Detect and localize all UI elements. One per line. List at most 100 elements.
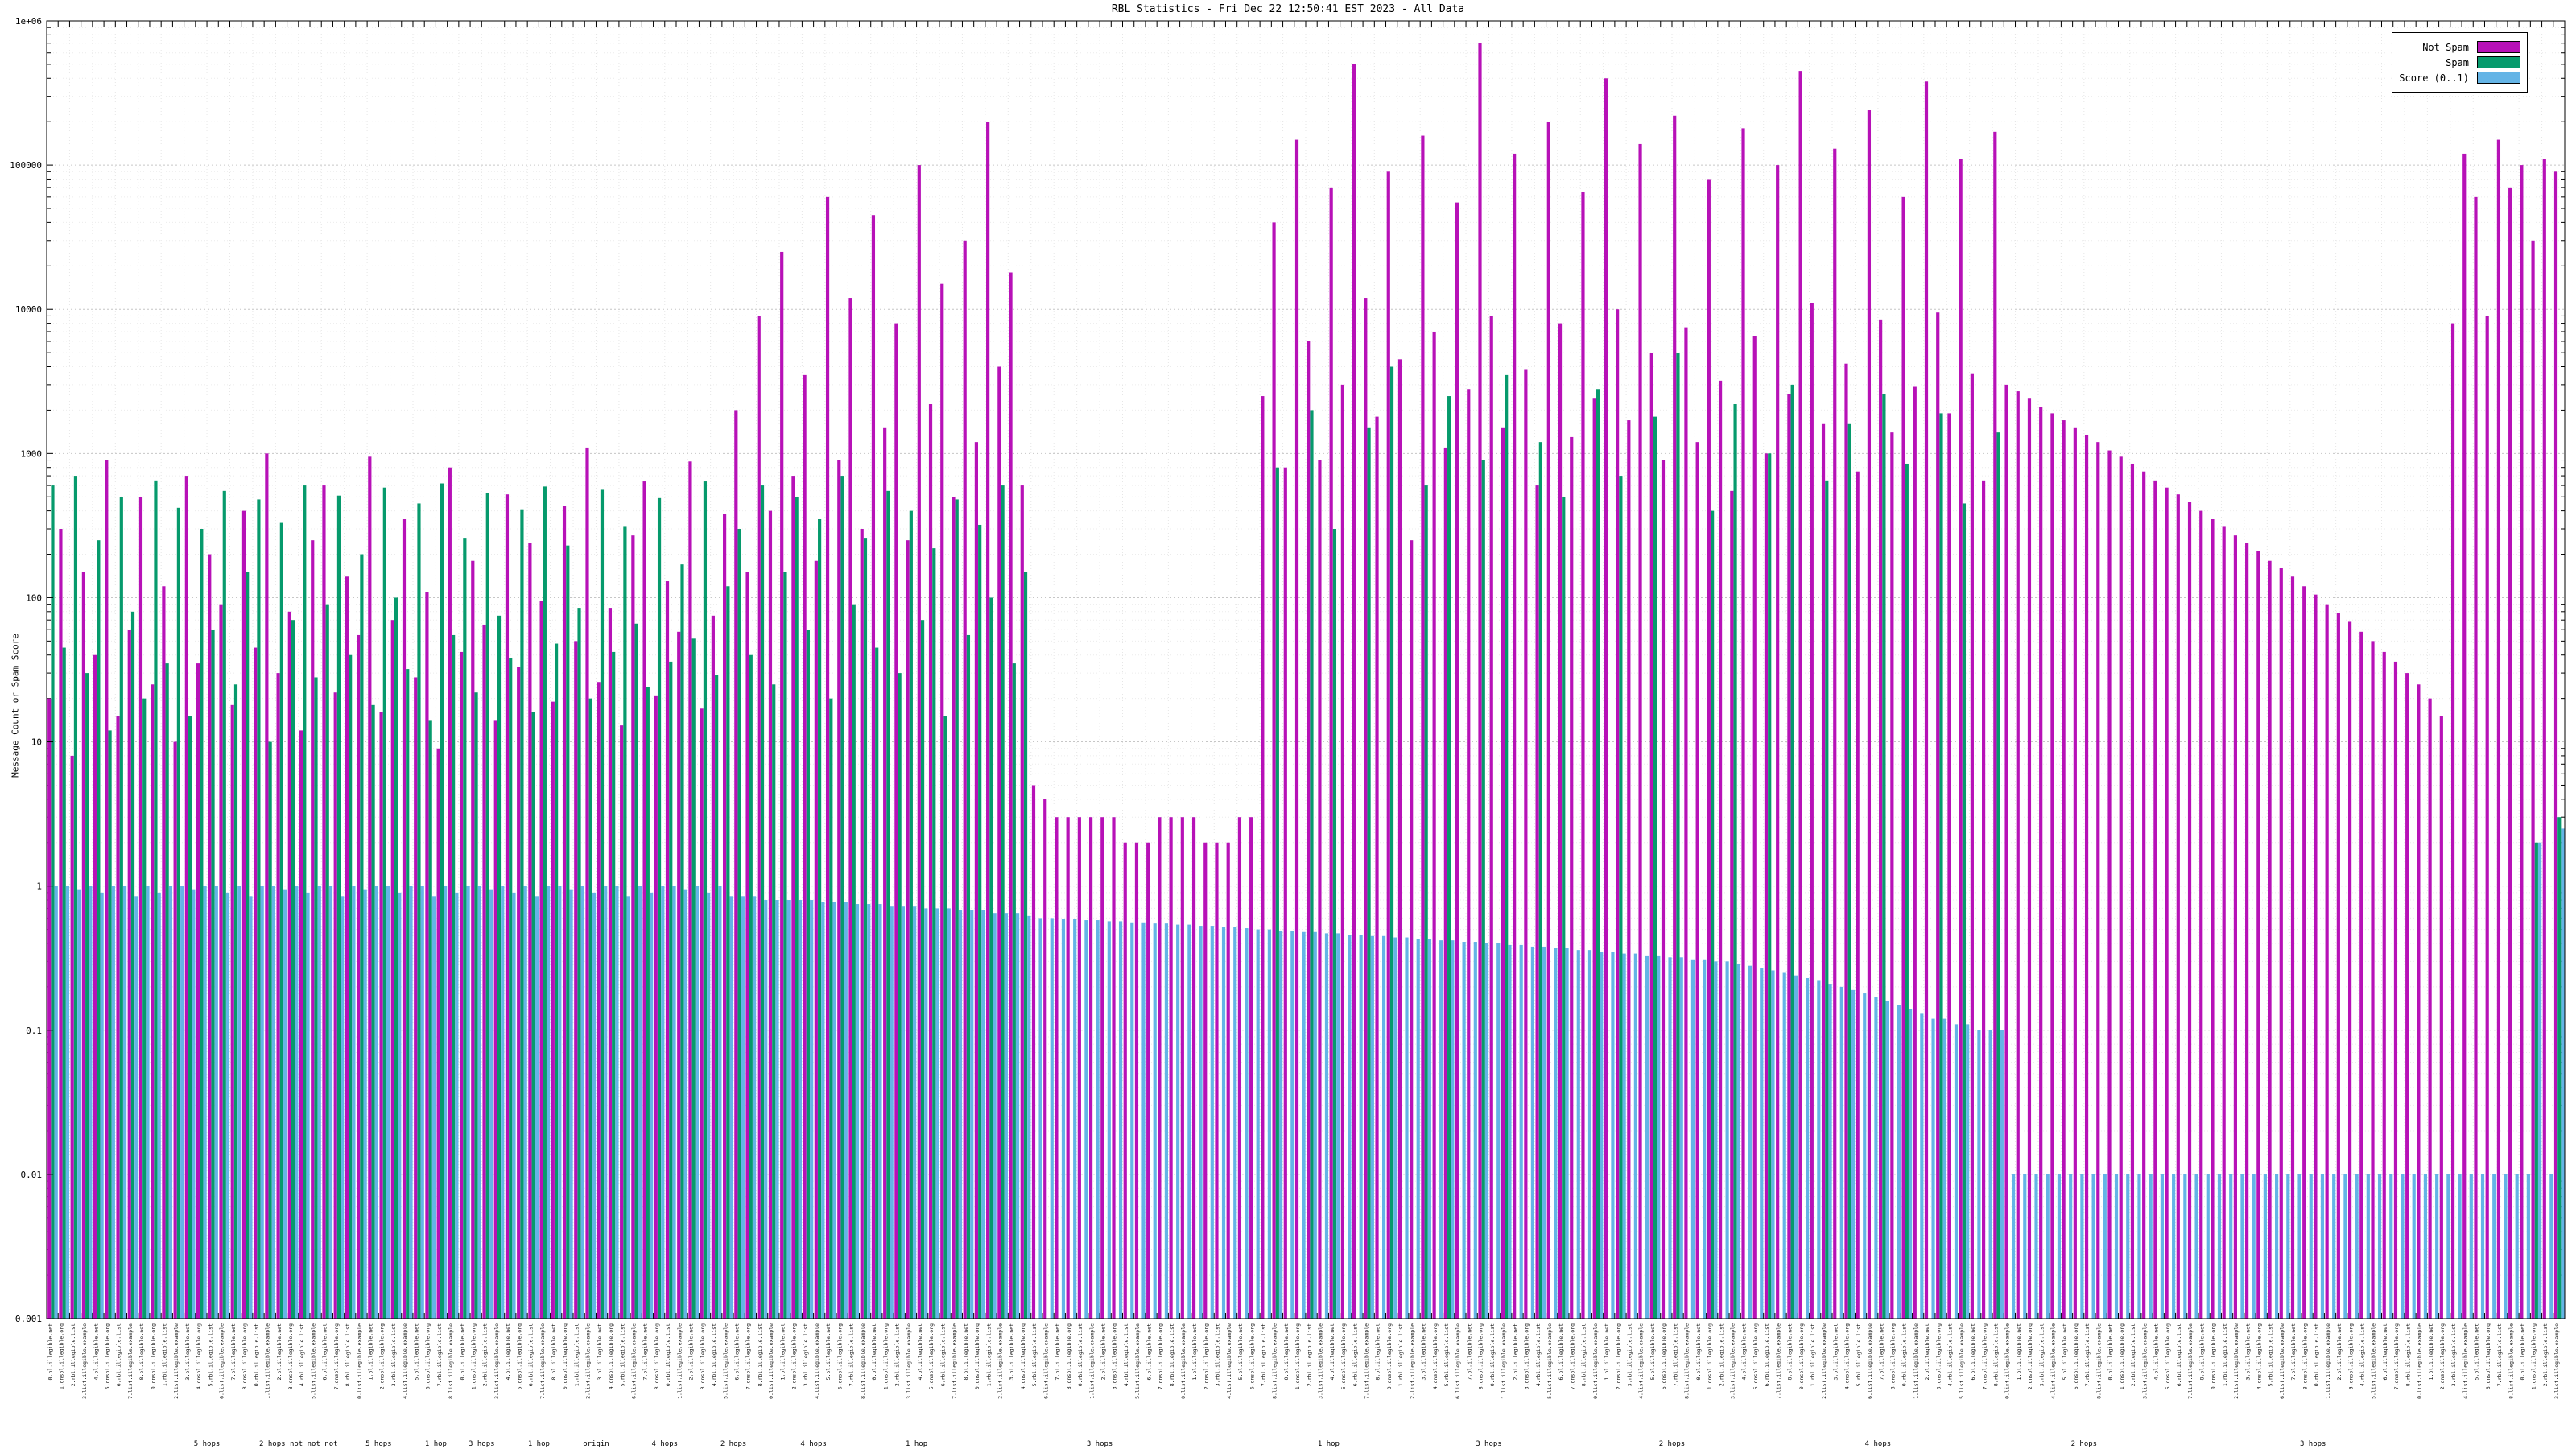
svg-text:2.dnsbl.illegible.org: 2.dnsbl.illegible.org bbox=[1203, 1323, 1209, 1389]
svg-text:8.bl.illegible.net: 8.bl.illegible.net bbox=[138, 1323, 145, 1381]
svg-text:7.list.illegible.example: 7.list.illegible.example bbox=[1775, 1323, 1781, 1399]
svg-text:6.bl.illegible.net: 6.bl.illegible.net bbox=[1970, 1323, 1976, 1381]
svg-text:3.bl.illegible.net: 3.bl.illegible.net bbox=[184, 1323, 191, 1381]
svg-text:4.list.illegible.example: 4.list.illegible.example bbox=[814, 1323, 820, 1399]
svg-text:2 hops: 2 hops bbox=[720, 1440, 747, 1448]
svg-text:4.list.illegible.example: 4.list.illegible.example bbox=[2050, 1323, 2057, 1399]
svg-text:1.dnsbl.illegible.org: 1.dnsbl.illegible.org bbox=[1294, 1323, 1301, 1389]
svg-text:5.rbl.illegible.list: 5.rbl.illegible.list bbox=[1031, 1323, 1038, 1386]
svg-text:4.dnsbl.illegible.org: 4.dnsbl.illegible.org bbox=[1844, 1323, 1851, 1389]
svg-text:4 hops: 4 hops bbox=[652, 1440, 679, 1448]
legend: Not Spam Spam Score (0..1) bbox=[2392, 32, 2528, 93]
svg-text:1 hop: 1 hop bbox=[528, 1440, 550, 1448]
svg-text:1.rbl.illegible.list: 1.rbl.illegible.list bbox=[1810, 1323, 1816, 1386]
svg-text:2.rbl.illegible.list: 2.rbl.illegible.list bbox=[482, 1323, 489, 1386]
svg-text:5.list.illegible.example: 5.list.illegible.example bbox=[1959, 1323, 1965, 1399]
svg-text:8.list.illegible.example: 8.list.illegible.example bbox=[2095, 1323, 2102, 1399]
legend-item-spam: Spam bbox=[2399, 56, 2520, 68]
svg-text:2.rbl.illegible.list: 2.rbl.illegible.list bbox=[70, 1323, 76, 1386]
svg-text:0.bl.illegible.net: 0.bl.illegible.net bbox=[1283, 1323, 1290, 1381]
svg-text:7.dnsbl.illegible.org: 7.dnsbl.illegible.org bbox=[333, 1323, 340, 1389]
legend-item-not-spam: Not Spam bbox=[2399, 41, 2520, 53]
svg-text:7.rbl.illegible.list: 7.rbl.illegible.list bbox=[2084, 1323, 2091, 1386]
svg-text:8.bl.illegible.net: 8.bl.illegible.net bbox=[2198, 1323, 2205, 1381]
svg-text:0.rbl.illegible.list: 0.rbl.illegible.list bbox=[253, 1323, 259, 1386]
svg-text:2.rbl.illegible.list: 2.rbl.illegible.list bbox=[2130, 1323, 2136, 1386]
svg-text:2 hops not not not: 2 hops not not not bbox=[259, 1440, 338, 1448]
svg-text:3.list.illegible.example: 3.list.illegible.example bbox=[2141, 1323, 2148, 1399]
svg-text:0.list.illegible.example: 0.list.illegible.example bbox=[2417, 1323, 2423, 1399]
svg-text:3 hops: 3 hops bbox=[469, 1440, 495, 1448]
svg-text:4.list.illegible.example: 4.list.illegible.example bbox=[1226, 1323, 1232, 1399]
svg-text:3.rbl.illegible.list: 3.rbl.illegible.list bbox=[803, 1323, 809, 1386]
svg-text:5.rbl.illegible.list: 5.rbl.illegible.list bbox=[619, 1323, 625, 1386]
svg-text:5.bl.illegible.net: 5.bl.illegible.net bbox=[1649, 1323, 1656, 1381]
svg-text:8.bl.illegible.net: 8.bl.illegible.net bbox=[963, 1323, 969, 1381]
svg-text:8.bl.illegible.net: 8.bl.illegible.net bbox=[1375, 1323, 1381, 1381]
svg-text:4.dnsbl.illegible.org: 4.dnsbl.illegible.org bbox=[1020, 1323, 1026, 1389]
svg-text:1.dnsbl.illegible.org: 1.dnsbl.illegible.org bbox=[882, 1323, 889, 1389]
svg-text:4.bl.illegible.net: 4.bl.illegible.net bbox=[917, 1323, 923, 1381]
svg-text:6.list.illegible.example: 6.list.illegible.example bbox=[2279, 1323, 2285, 1399]
svg-text:5.bl.illegible.net: 5.bl.illegible.net bbox=[2062, 1323, 2068, 1381]
svg-text:4.dnsbl.illegible.org: 4.dnsbl.illegible.org bbox=[608, 1323, 614, 1389]
svg-text:10000: 10000 bbox=[15, 304, 42, 315]
svg-text:4.rbl.illegible.list: 4.rbl.illegible.list bbox=[1535, 1323, 1542, 1386]
svg-text:6.dnsbl.illegible.org: 6.dnsbl.illegible.org bbox=[425, 1323, 431, 1389]
svg-text:5.dnsbl.illegible.org: 5.dnsbl.illegible.org bbox=[104, 1323, 110, 1389]
svg-text:5.rbl.illegible.list: 5.rbl.illegible.list bbox=[207, 1323, 213, 1386]
svg-text:2.dnsbl.illegible.org: 2.dnsbl.illegible.org bbox=[379, 1323, 386, 1389]
svg-text:0.dnsbl.illegible.org: 0.dnsbl.illegible.org bbox=[974, 1323, 980, 1389]
svg-text:5.dnsbl.illegible.org: 5.dnsbl.illegible.org bbox=[1752, 1323, 1759, 1389]
svg-text:0.list.illegible.example: 0.list.illegible.example bbox=[2004, 1323, 2011, 1399]
svg-text:4.rbl.illegible.list: 4.rbl.illegible.list bbox=[2359, 1323, 2365, 1386]
svg-text:8.rbl.illegible.list: 8.rbl.illegible.list bbox=[345, 1323, 351, 1386]
svg-text:6.list.illegible.example: 6.list.illegible.example bbox=[219, 1323, 225, 1399]
legend-swatch-spam bbox=[2477, 56, 2520, 68]
svg-text:1 hop: 1 hop bbox=[906, 1440, 927, 1448]
svg-text:5 hops: 5 hops bbox=[365, 1440, 392, 1448]
svg-text:6.rbl.illegible.list: 6.rbl.illegible.list bbox=[116, 1323, 122, 1386]
svg-text:0.rbl.illegible.list: 0.rbl.illegible.list bbox=[1077, 1323, 1084, 1386]
svg-text:7.dnsbl.illegible.org: 7.dnsbl.illegible.org bbox=[1981, 1323, 1988, 1389]
svg-text:7.dnsbl.illegible.org: 7.dnsbl.illegible.org bbox=[1158, 1323, 1164, 1389]
svg-text:8.bl.illegible.net: 8.bl.illegible.net bbox=[551, 1323, 557, 1381]
svg-text:8.dnsbl.illegible.org: 8.dnsbl.illegible.org bbox=[1478, 1323, 1484, 1389]
svg-text:3 hops: 3 hops bbox=[1087, 1440, 1113, 1448]
svg-text:4.dnsbl.illegible.org: 4.dnsbl.illegible.org bbox=[196, 1323, 202, 1389]
svg-text:3.bl.illegible.net: 3.bl.illegible.net bbox=[1421, 1323, 1427, 1381]
svg-text:4.list.illegible.example: 4.list.illegible.example bbox=[2462, 1323, 2468, 1399]
svg-text:6.dnsbl.illegible.org: 6.dnsbl.illegible.org bbox=[2485, 1323, 2491, 1389]
svg-text:7.bl.illegible.net: 7.bl.illegible.net bbox=[2290, 1323, 2297, 1381]
svg-text:5.bl.illegible.net: 5.bl.illegible.net bbox=[825, 1323, 832, 1381]
svg-text:0.bl.illegible.net: 0.bl.illegible.net bbox=[1695, 1323, 1702, 1381]
svg-text:5.list.illegible.example: 5.list.illegible.example bbox=[1546, 1323, 1553, 1399]
svg-text:4 hops: 4 hops bbox=[1865, 1440, 1892, 1448]
svg-text:8.dnsbl.illegible.org: 8.dnsbl.illegible.org bbox=[654, 1323, 660, 1389]
svg-text:8.rbl.illegible.list: 8.rbl.illegible.list bbox=[1169, 1323, 1175, 1386]
svg-text:7.bl.illegible.net: 7.bl.illegible.net bbox=[230, 1323, 237, 1381]
svg-text:7.dnsbl.illegible.org: 7.dnsbl.illegible.org bbox=[745, 1323, 752, 1389]
svg-text:5.rbl.illegible.list: 5.rbl.illegible.list bbox=[2268, 1323, 2274, 1386]
svg-text:5.dnsbl.illegible.org: 5.dnsbl.illegible.org bbox=[928, 1323, 935, 1389]
svg-text:3.list.illegible.example: 3.list.illegible.example bbox=[1729, 1323, 1736, 1399]
legend-label-score: Score (0..1) bbox=[2399, 72, 2469, 84]
svg-text:1000: 1000 bbox=[21, 448, 43, 459]
svg-text:5.list.illegible.example: 5.list.illegible.example bbox=[2371, 1323, 2377, 1399]
svg-text:2.list.illegible.example: 2.list.illegible.example bbox=[1821, 1323, 1827, 1399]
svg-text:0.dnsbl.illegible.org: 0.dnsbl.illegible.org bbox=[1798, 1323, 1805, 1389]
svg-text:5.bl.illegible.net: 5.bl.illegible.net bbox=[2474, 1323, 2480, 1381]
svg-text:7.bl.illegible.net: 7.bl.illegible.net bbox=[1466, 1323, 1472, 1381]
svg-text:7.list.illegible.example: 7.list.illegible.example bbox=[2187, 1323, 2194, 1399]
svg-text:5.dnsbl.illegible.org: 5.dnsbl.illegible.org bbox=[516, 1323, 522, 1389]
svg-text:1.list.illegible.example: 1.list.illegible.example bbox=[1501, 1323, 1507, 1399]
svg-text:2.dnsbl.illegible.org: 2.dnsbl.illegible.org bbox=[791, 1323, 798, 1389]
svg-text:8.list.illegible.example: 8.list.illegible.example bbox=[860, 1323, 866, 1399]
svg-text:5.list.illegible.example: 5.list.illegible.example bbox=[1134, 1323, 1141, 1399]
svg-text:3.dnsbl.illegible.org: 3.dnsbl.illegible.org bbox=[1524, 1323, 1530, 1389]
svg-text:0.rbl.illegible.list: 0.rbl.illegible.list bbox=[1489, 1323, 1496, 1386]
svg-text:1.dnsbl.illegible.org: 1.dnsbl.illegible.org bbox=[2531, 1323, 2537, 1389]
svg-text:3.rbl.illegible.list: 3.rbl.illegible.list bbox=[1627, 1323, 1633, 1386]
